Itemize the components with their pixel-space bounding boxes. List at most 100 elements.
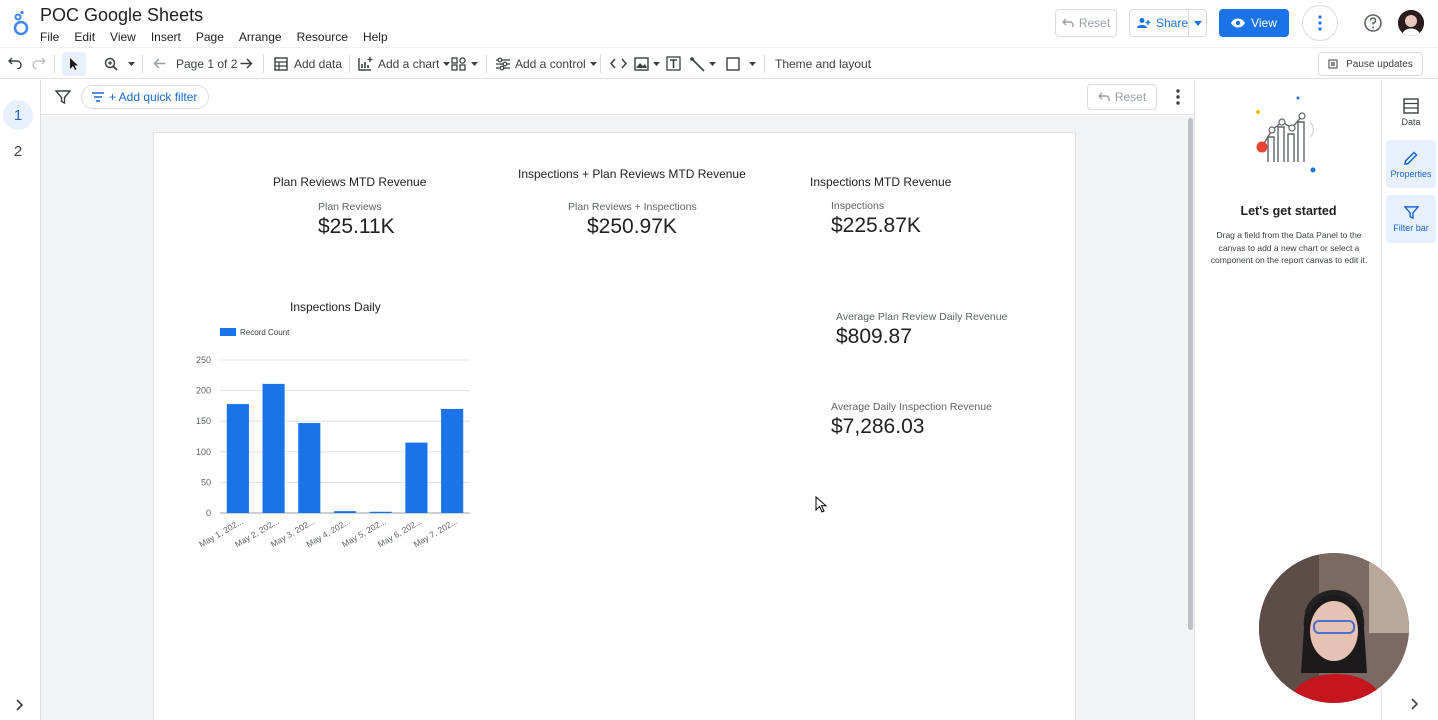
scorecard-combined-value[interactable]: $250.97K [587, 215, 677, 238]
menu-page[interactable]: Page [195, 30, 224, 44]
y-tick-label: 250 [196, 355, 211, 365]
scorecard-inspections-label: Inspections [831, 200, 885, 212]
community-viz-icon [451, 57, 466, 71]
tab-data-label: Data [1401, 116, 1421, 127]
y-tick-label: 100 [196, 447, 211, 457]
bar[interactable] [369, 511, 392, 513]
view-button[interactable]: View [1219, 9, 1289, 37]
webcam-overlay [1257, 551, 1411, 705]
view-label: View [1251, 16, 1277, 30]
reset-filters-button[interactable]: Reset [1087, 84, 1157, 110]
kebab-icon[interactable] [1169, 88, 1187, 106]
line-dropdown[interactable] [690, 54, 716, 74]
select-tool[interactable] [62, 52, 86, 76]
caret-down-icon [709, 62, 716, 66]
share-button[interactable]: Share [1129, 9, 1207, 37]
menu-view[interactable]: View [110, 30, 136, 44]
menu-edit[interactable]: Edit [74, 30, 96, 44]
add-chart-label: Add a chart [378, 57, 440, 71]
report-title[interactable]: POC Google Sheets [40, 5, 204, 25]
zoom-icon [104, 57, 118, 71]
scorecard-combined-title[interactable]: Inspections + Plan Reviews MTD Revenue [518, 167, 746, 181]
embed-code-icon[interactable] [610, 57, 627, 70]
chart-title[interactable]: Inspections Daily [290, 300, 381, 314]
bar[interactable] [405, 442, 428, 513]
chevron-right-icon[interactable] [10, 696, 28, 714]
caret-down-icon [589, 62, 597, 66]
toolbar-divider [263, 55, 264, 73]
y-tick-label: 0 [206, 508, 211, 518]
share-dropdown[interactable] [1188, 10, 1206, 36]
kebab-icon [1318, 15, 1322, 31]
toolbar-divider [600, 55, 601, 73]
scorecard-plan-reviews-value[interactable]: $25.11K [318, 215, 395, 238]
previous-page-icon[interactable] [153, 58, 166, 69]
add-quick-filter-button[interactable]: + Add quick filter [81, 85, 209, 109]
toolbar-divider [486, 55, 487, 73]
report-page[interactable]: Plan Reviews MTD Revenue Plan Reviews $2… [153, 132, 1076, 720]
scorecard-combined-label: Plan Reviews + Inspections [568, 201, 697, 213]
bar[interactable] [441, 408, 464, 513]
scrollbar-thumb[interactable] [1188, 118, 1193, 630]
reset-label: Reset [1078, 16, 1111, 30]
caret-down-icon [128, 62, 135, 66]
more-options-button[interactable] [1302, 5, 1338, 41]
scorecard-inspections-title[interactable]: Inspections MTD Revenue [810, 175, 952, 189]
page-2-thumb[interactable]: 2 [13, 142, 23, 160]
filter-icon[interactable] [55, 89, 71, 105]
page-navigator: 1 2 [0, 80, 41, 720]
webcam-image [1259, 553, 1409, 703]
redo-icon[interactable] [32, 57, 46, 69]
pause-updates-button[interactable]: Pause updates [1318, 52, 1423, 76]
community-viz-dropdown[interactable] [451, 54, 478, 74]
add-chart-dropdown[interactable]: Add a chart [358, 54, 451, 74]
page-indicator: Page 1 of 2 [176, 57, 238, 71]
menu-bar: File Edit View Insert Page Arrange Resou… [40, 30, 403, 44]
tab-filter-bar[interactable]: Filter bar [1386, 195, 1436, 243]
bar[interactable] [226, 404, 249, 513]
empty-state-description: Drag a field from the Data Panel to the … [1210, 230, 1368, 265]
scorecard-avg-inspection-value[interactable]: $7,286.03 [831, 415, 925, 438]
scorecard-inspections-value[interactable]: $225.87K [831, 214, 921, 237]
scorecard-plan-reviews-label: Plan Reviews [318, 201, 382, 213]
add-control-label: Add a control [515, 57, 586, 71]
bar[interactable] [262, 383, 285, 513]
menu-file[interactable]: File [40, 30, 60, 44]
chevron-right-icon[interactable] [1408, 696, 1422, 712]
menu-arrange[interactable]: Arrange [238, 30, 282, 44]
text-box-icon[interactable] [666, 56, 681, 71]
zoom-dropdown[interactable] [104, 54, 135, 74]
canvas-scrollbar[interactable] [1187, 116, 1194, 720]
looker-studio-logo[interactable] [10, 10, 32, 36]
toolbar-divider [142, 55, 143, 73]
theme-layout-button[interactable]: Theme and layout [775, 57, 872, 71]
next-page-icon[interactable] [240, 58, 253, 69]
reset-button[interactable]: Reset [1055, 9, 1117, 37]
menu-resource[interactable]: Resource [296, 30, 348, 44]
menu-help[interactable]: Help [362, 30, 388, 44]
scorecard-avg-plan-review-value[interactable]: $809.87 [836, 325, 912, 348]
page-1-thumb[interactable]: 1 [3, 100, 33, 130]
scorecard-avg-inspection-label: Average Daily Inspection Revenue [831, 401, 992, 413]
bar[interactable] [298, 423, 321, 513]
tab-data[interactable]: Data [1386, 88, 1436, 136]
image-dropdown[interactable] [634, 54, 660, 74]
add-data-icon [274, 57, 288, 71]
tab-properties[interactable]: Properties [1386, 140, 1436, 188]
add-data-button[interactable]: Add data [274, 54, 342, 74]
rectangle-icon [726, 57, 740, 71]
bar[interactable] [333, 511, 357, 513]
add-control-icon [496, 57, 510, 71]
add-control-dropdown[interactable]: Add a control [495, 54, 597, 74]
avatar-image [1398, 10, 1424, 36]
help-icon[interactable] [1362, 12, 1384, 34]
scorecard-plan-reviews-title[interactable]: Plan Reviews MTD Revenue [273, 175, 427, 189]
shape-dropdown[interactable] [726, 54, 756, 74]
report-canvas[interactable]: Plan Reviews MTD Revenue Plan Reviews $2… [41, 116, 1187, 720]
menu-insert[interactable]: Insert [150, 30, 181, 44]
empty-state-heading: Let's get started [1240, 204, 1337, 218]
pencil-icon [1404, 150, 1418, 165]
undo-icon[interactable] [8, 57, 22, 69]
user-avatar[interactable] [1398, 10, 1424, 36]
